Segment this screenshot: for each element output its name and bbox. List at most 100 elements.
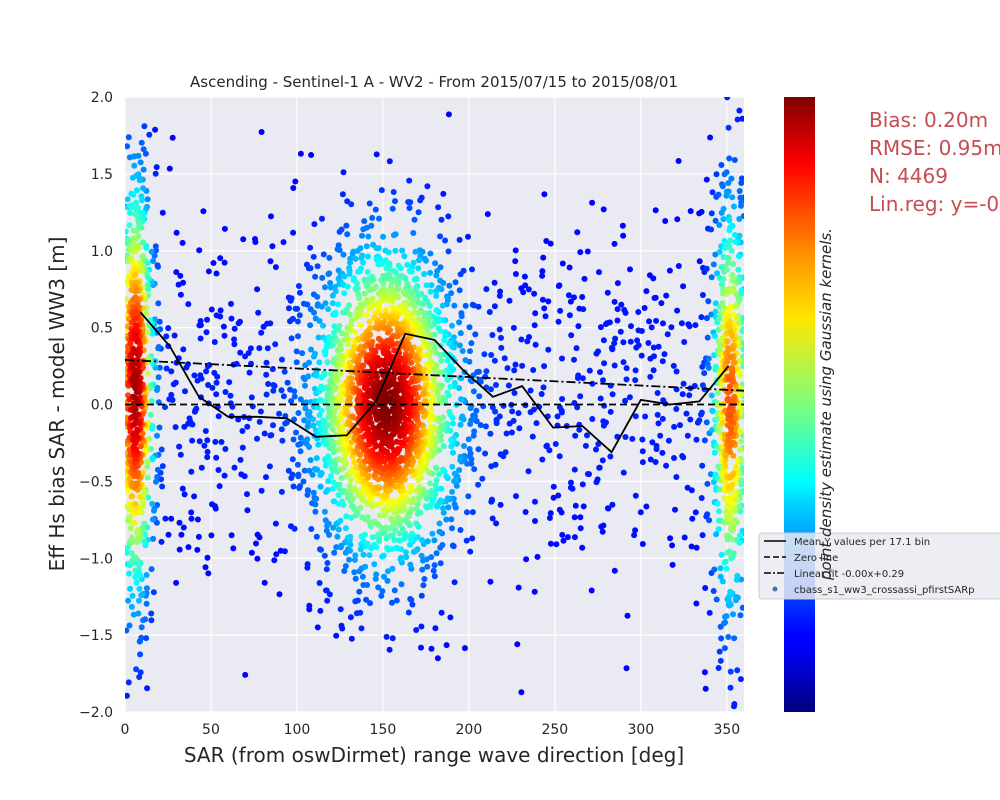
scatter-point [217,255,224,262]
scatter-point [132,333,139,339]
scatter-point [584,471,591,477]
scatter-point [624,612,631,619]
scatter-point [519,362,526,369]
scatter-point [547,240,554,247]
scatter-point [593,446,599,453]
scatter-point [728,441,735,448]
scatter-point [390,421,397,428]
scatter-point [614,317,621,324]
x-axis-label: SAR (from oswDirmet) range wave directio… [184,743,684,767]
scatter-point [132,554,138,560]
scatter-point [659,449,666,456]
scatter-point [306,359,312,366]
scatter-point [437,560,444,567]
scatter-point [396,521,403,528]
scatter-point [168,368,175,375]
scatter-point [267,320,274,327]
scatter-point [438,357,445,364]
scatter-point [178,531,185,538]
scatter-point [132,411,139,418]
scatter-point [131,347,138,354]
scatter-point [512,271,519,277]
scatter-point [136,177,143,184]
scatter-point [196,438,203,445]
scatter-point [701,370,708,377]
scatter-point [338,226,345,233]
scatter-point [306,467,313,474]
scatter-point [215,413,222,420]
scatter-point [354,597,361,604]
scatter-point [244,491,250,498]
scatter-point [389,599,395,606]
scatter-point [388,506,394,513]
scatter-point [472,331,479,338]
scatter-point [286,305,292,312]
scatter-point [152,126,159,133]
scatter-point [381,573,387,580]
scatter-point [391,537,398,543]
scatter-point [699,292,706,298]
scatter-point [487,578,494,585]
scatter-point [392,198,398,205]
scatter-point [482,423,489,430]
scatter-point [125,679,132,686]
scatter-point [355,336,362,343]
scatter-point [739,328,744,335]
scatter-point [684,432,691,439]
scatter-point [720,420,726,427]
scatter-point [641,305,648,311]
scatter-point [149,455,156,462]
scatter-point [564,534,571,541]
scatter-point [307,322,314,329]
scatter-point [629,435,636,442]
scatter-point [696,417,703,424]
scatter-point [354,247,361,254]
scatter-point [659,415,666,422]
scatter-point [376,261,383,268]
scatter-point [214,373,221,380]
scatter-point [543,238,550,244]
scatter-point [387,487,394,494]
scatter-point [407,561,414,568]
scatter-point [228,300,234,307]
y-tick-label: −0.5 [79,474,113,490]
scatter-point [677,422,683,429]
scatter-point [466,446,473,452]
scatter-point [134,535,141,542]
scatter-point [146,131,153,138]
scatter-point [715,508,722,515]
scatter-point [159,483,166,490]
scatter-point [357,609,364,616]
scatter-point [344,283,351,290]
scatter-point [415,291,422,298]
scatter-point [555,283,562,289]
scatter-point [418,644,424,651]
scatter-point [134,527,141,534]
scatter-point [552,441,559,447]
scatter-point [469,509,476,516]
scatter-point [727,425,734,432]
scatter-point [347,541,354,548]
scatter-point [376,512,383,519]
scatter-point [408,506,415,513]
scatter-point [497,288,504,295]
scatter-point [468,340,475,347]
scatter-point [126,514,133,521]
scatter-point [360,259,367,266]
legend-label-points: cbass_s1_ww3_crossassi_pfirstSARp [794,585,975,596]
scatter-point [363,224,370,231]
scatter-point [290,229,297,236]
scatter-point [529,433,536,440]
scatter-point [366,481,373,488]
scatter-point [632,492,639,499]
scatter-point [350,414,357,421]
scatter-point [679,391,686,398]
y-tick-label: 0.0 [91,398,113,414]
scatter-point [324,487,331,493]
scatter-point [451,470,458,477]
scatter-point [436,471,442,478]
scatter-point [467,421,474,427]
scatter-point [257,408,264,415]
scatter-point [678,320,685,327]
scatter-point [512,247,519,254]
